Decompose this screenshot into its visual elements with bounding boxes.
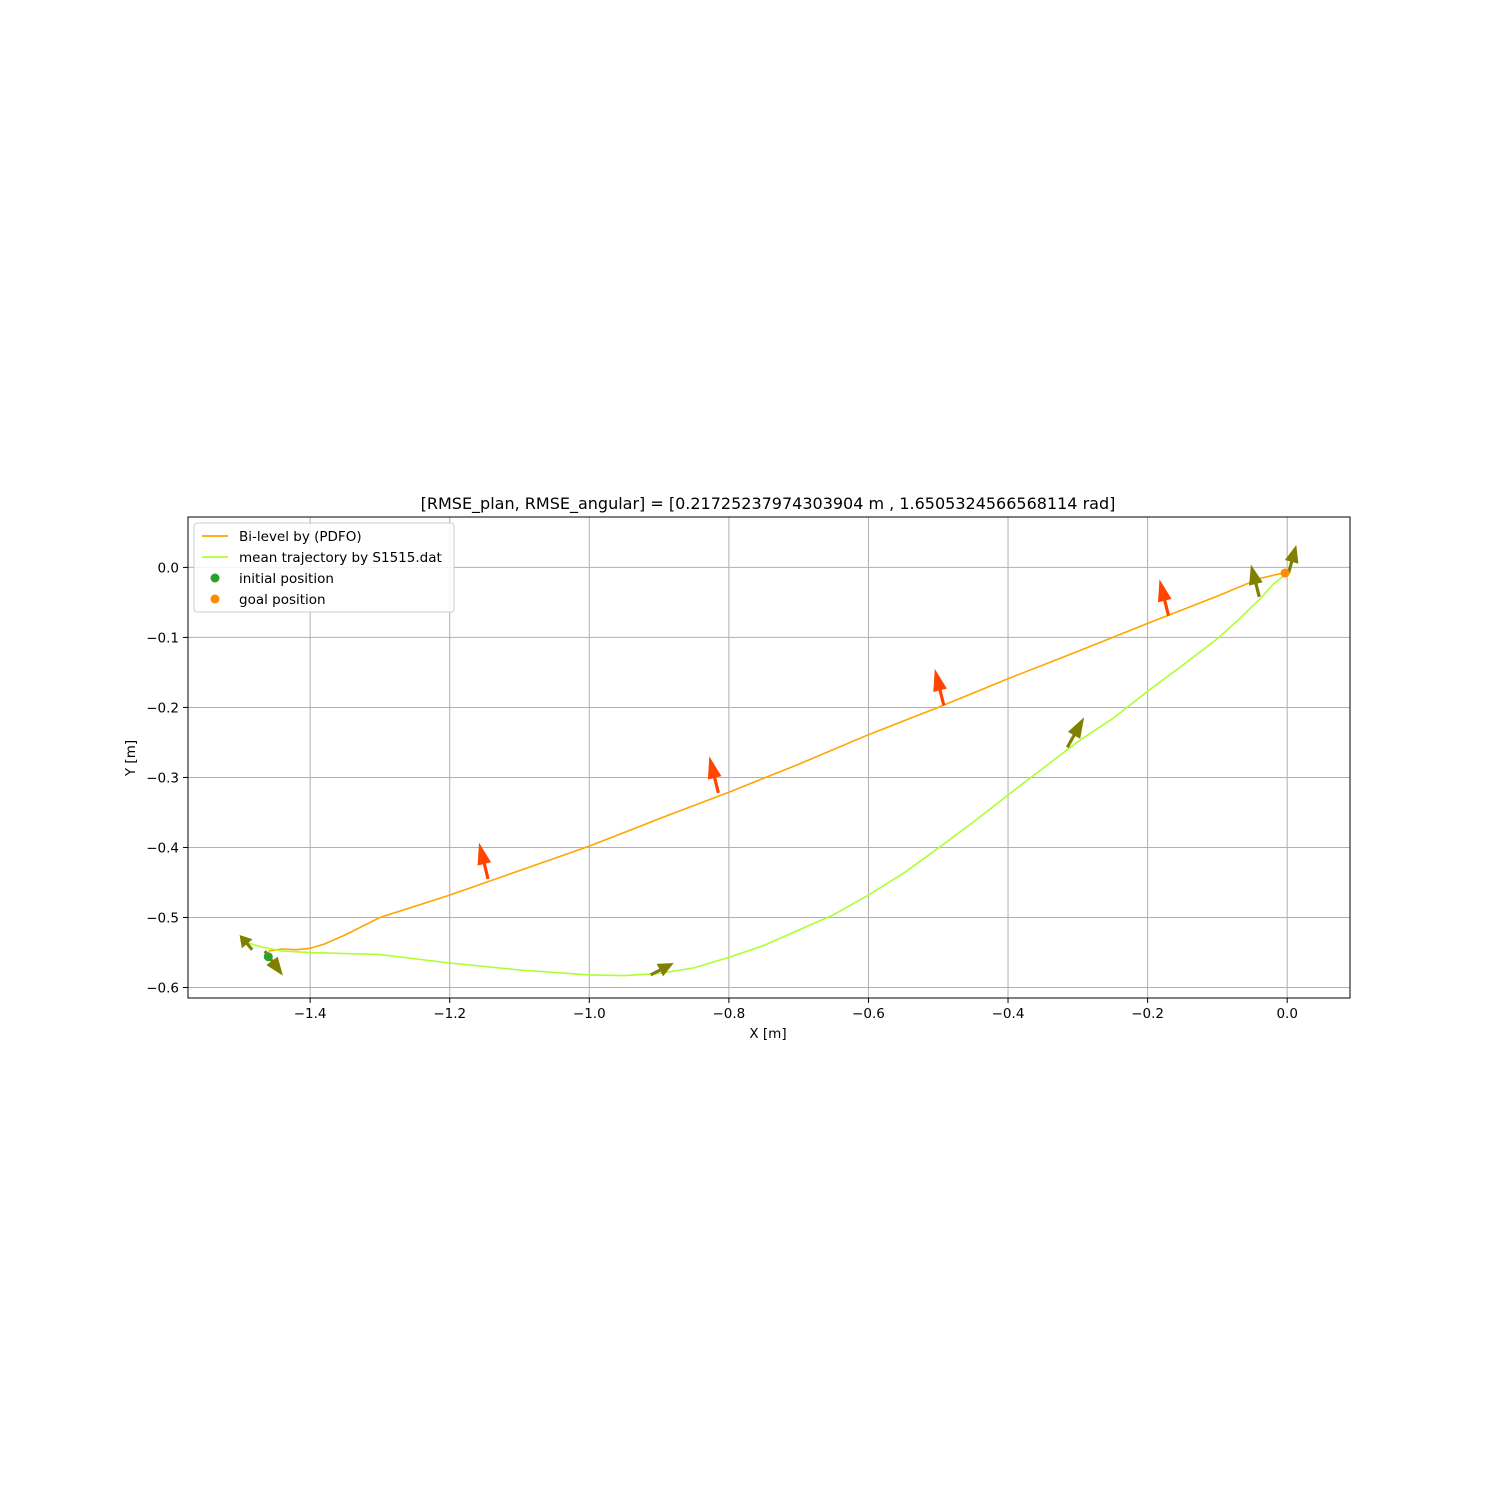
planned-orientation-arrow	[933, 668, 947, 706]
measured-orientation-arrow	[1249, 564, 1263, 598]
x-tick-label: −0.8	[712, 1006, 745, 1022]
x-tick-label: −1.0	[573, 1006, 606, 1022]
planned-orientation-arrow	[477, 842, 492, 880]
x-axis-label: X [m]	[749, 1026, 786, 1042]
plot-area: −1.4 −1.2 −1.0 −0.8 −0.6 −0.4 −0.2 0.0 0.0 −0.1 −0…	[146, 516, 1351, 1022]
legend-label: mean trajectory by S1515.dat	[239, 550, 442, 566]
legend-label: initial position	[239, 571, 334, 587]
measured-orientation-arrow	[239, 935, 254, 951]
measured-orientation-arrow	[650, 963, 674, 977]
planned-orientation-arrow	[1158, 579, 1172, 617]
y-tick-label: −0.5	[146, 910, 179, 926]
legend-label: goal position	[239, 592, 326, 608]
measured-orientation-arrow	[1284, 545, 1299, 574]
measured-orientation-arrow	[1066, 717, 1085, 749]
chart-title: [RMSE_plan, RMSE_angular] = [0.217252379…	[421, 494, 1116, 514]
legend: Bi-level by (PDFO) mean trajectory by S15…	[193, 522, 455, 613]
marker-goal-position	[1280, 568, 1290, 578]
legend-marker-swatch	[210, 594, 220, 604]
x-tick-label: −0.6	[852, 1006, 885, 1022]
y-tick-label: −0.3	[146, 770, 179, 786]
series-line-1	[268, 572, 1288, 952]
y-tick-label: −0.4	[146, 840, 179, 856]
marker-initial-position	[263, 952, 273, 962]
y-tick-label: −0.6	[146, 980, 179, 996]
x-tick-label: −1.4	[294, 1006, 327, 1022]
legend-label: Bi-level by (PDFO)	[239, 529, 362, 545]
series-line-2	[240, 572, 1288, 977]
x-tick-label: −1.2	[433, 1006, 466, 1022]
y-axis-label: Y [m]	[123, 740, 139, 777]
plot-frame	[187, 516, 1351, 999]
y-tick-label: −0.1	[146, 630, 179, 646]
legend-box	[193, 522, 455, 613]
y-tick-label: 0.0	[158, 560, 179, 576]
planned-orientation-arrow	[707, 756, 722, 794]
x-tick-label: 0.0	[1276, 1006, 1297, 1022]
y-tick-label: −0.2	[146, 700, 179, 716]
x-tick-label: −0.4	[992, 1006, 1025, 1022]
x-tick-label: −0.2	[1131, 1006, 1164, 1022]
legend-marker-swatch	[210, 573, 220, 583]
